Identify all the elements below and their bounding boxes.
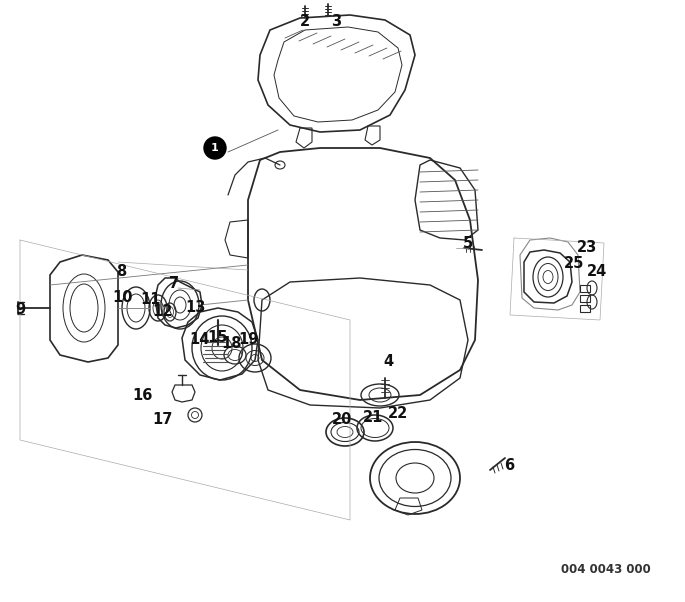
Text: 11: 11	[140, 291, 161, 306]
Text: 22: 22	[388, 406, 408, 421]
Text: 21: 21	[363, 409, 383, 424]
Circle shape	[204, 137, 226, 159]
Text: 13: 13	[186, 300, 206, 315]
Text: 12: 12	[153, 303, 173, 318]
Text: 5: 5	[463, 235, 473, 250]
Text: 8: 8	[116, 264, 126, 279]
Text: 10: 10	[113, 291, 134, 305]
Text: 14: 14	[190, 332, 210, 347]
Text: 7: 7	[169, 276, 179, 291]
Text: 18: 18	[222, 335, 242, 350]
Text: 20: 20	[332, 412, 352, 427]
Text: 3: 3	[331, 14, 341, 29]
Text: 19: 19	[239, 332, 259, 347]
Text: 17: 17	[153, 412, 173, 427]
Text: 2: 2	[300, 14, 310, 29]
Text: 6: 6	[504, 458, 514, 473]
Text: 4: 4	[383, 355, 393, 370]
Text: 1: 1	[211, 143, 219, 153]
Text: 24: 24	[587, 264, 607, 279]
Text: 16: 16	[133, 388, 153, 403]
Text: 23: 23	[577, 241, 597, 255]
Text: 9: 9	[15, 302, 25, 317]
Text: 15: 15	[208, 329, 228, 344]
Text: 25: 25	[564, 255, 584, 270]
Text: 004 0043 000: 004 0043 000	[561, 563, 651, 576]
